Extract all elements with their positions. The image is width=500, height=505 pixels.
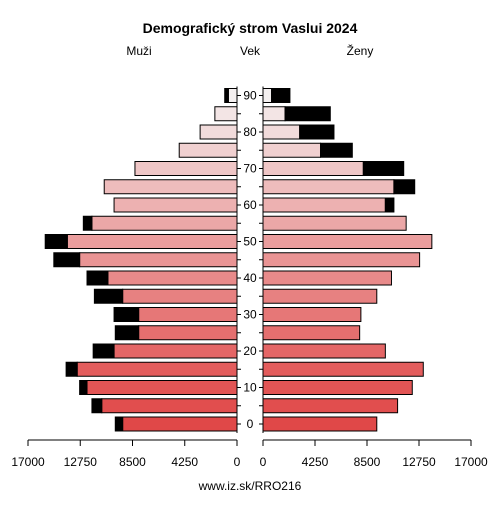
male-bar-10-14 [86,380,238,395]
female-bar-85-89 [262,106,286,122]
female-excess-65-69 [393,179,416,195]
female-bar-5-9 [262,398,399,414]
female-x-tick-label: 8500 [354,455,381,469]
male-bar-65-69 [103,179,238,195]
male-bar-0-4 [122,416,238,432]
male-bar-70-74 [134,161,238,176]
female-bar-55-59 [262,215,407,231]
age-label-10: 10 [243,381,257,395]
female-bar-65-69 [262,179,395,195]
age-label-20: 20 [243,344,257,358]
female-bar-35-39 [262,288,378,304]
female-excess-60-64 [384,197,395,213]
male-bar-45-49 [79,252,238,268]
male-excess-15-19 [65,361,78,377]
male-excess-90+ [224,88,229,103]
female-bar-50-54 [262,234,433,249]
male-bar-80-84 [199,124,238,140]
male-bar-75-79 [178,142,238,158]
female-bar-60-64 [262,197,386,213]
female-bar-25-29 [262,325,361,341]
age-label-0: 0 [247,417,254,431]
age-label-30: 30 [243,308,257,322]
female-bars [262,88,433,432]
female-label: Ženy [347,43,374,58]
female-excess-80-84 [299,124,335,140]
footer-url: www.iz.sk/RRO216 [198,479,302,493]
male-excess-0-4 [114,416,124,432]
age-label-60: 60 [243,198,257,212]
male-bar-5-9 [101,398,238,414]
female-bar-70-74 [262,161,364,176]
male-bar-20-24 [113,343,238,359]
male-excess-55-59 [82,215,93,231]
female-excess-75-79 [320,142,353,158]
female-bar-80-84 [262,124,301,140]
male-x-tick-label: 8500 [119,455,146,469]
female-x-tick-label: 17000 [454,455,488,469]
female-bar-45-49 [262,252,421,268]
female-x-tick-label: 12750 [402,455,436,469]
male-bar-35-39 [122,288,238,304]
male-excess-40-44 [86,270,109,286]
female-bar-75-79 [262,142,322,158]
chart-title: Demografický strom Vaslui 2024 [143,20,358,36]
male-excess-5-9 [91,398,103,414]
male-bar-15-19 [76,361,238,377]
male-excess-25-29 [114,325,140,341]
male-x-tick-label: 4250 [171,455,198,469]
male-excess-20-24 [92,343,115,359]
female-bar-20-24 [262,343,386,359]
male-bars [44,88,238,432]
male-excess-50-54 [44,234,68,249]
male-x-tick-label: 0 [234,455,241,469]
axes: 0 10 20 30 40 50 60 70 80 90 0 0 4250 4250 8500 8500 127… [11,86,488,469]
male-bar-25-29 [138,325,238,341]
female-bar-40-44 [262,270,392,286]
female-excess-90+ [271,88,291,103]
male-bar-50-54 [66,234,238,249]
age-label-70: 70 [243,162,257,176]
age-label: Vek [240,44,261,58]
male-bar-85-89 [214,106,238,122]
female-excess-85-89 [284,106,331,122]
female-bar-0-4 [262,416,378,432]
female-x-tick-label: 0 [260,455,267,469]
male-excess-35-39 [93,288,124,304]
male-x-tick-label: 12750 [64,455,98,469]
age-label-90: 90 [243,89,257,103]
male-excess-30-34 [113,307,140,322]
female-bar-90+ [262,88,273,103]
female-bar-10-14 [262,380,413,395]
male-bar-30-34 [138,307,238,322]
age-label-80: 80 [243,125,257,139]
female-excess-70-74 [362,161,405,176]
age-label-40: 40 [243,271,257,285]
male-bar-90+ [227,88,238,103]
male-bar-55-59 [91,215,238,231]
male-label: Muži [126,44,151,58]
male-excess-45-49 [53,252,81,268]
male-bar-40-44 [107,270,238,286]
female-bar-15-19 [262,361,424,377]
female-bar-30-34 [262,307,362,322]
male-x-tick-label: 17000 [11,455,45,469]
female-x-tick-label: 4250 [302,455,329,469]
male-excess-10-14 [79,380,88,395]
age-label-50: 50 [243,235,257,249]
male-bar-60-64 [113,197,238,213]
